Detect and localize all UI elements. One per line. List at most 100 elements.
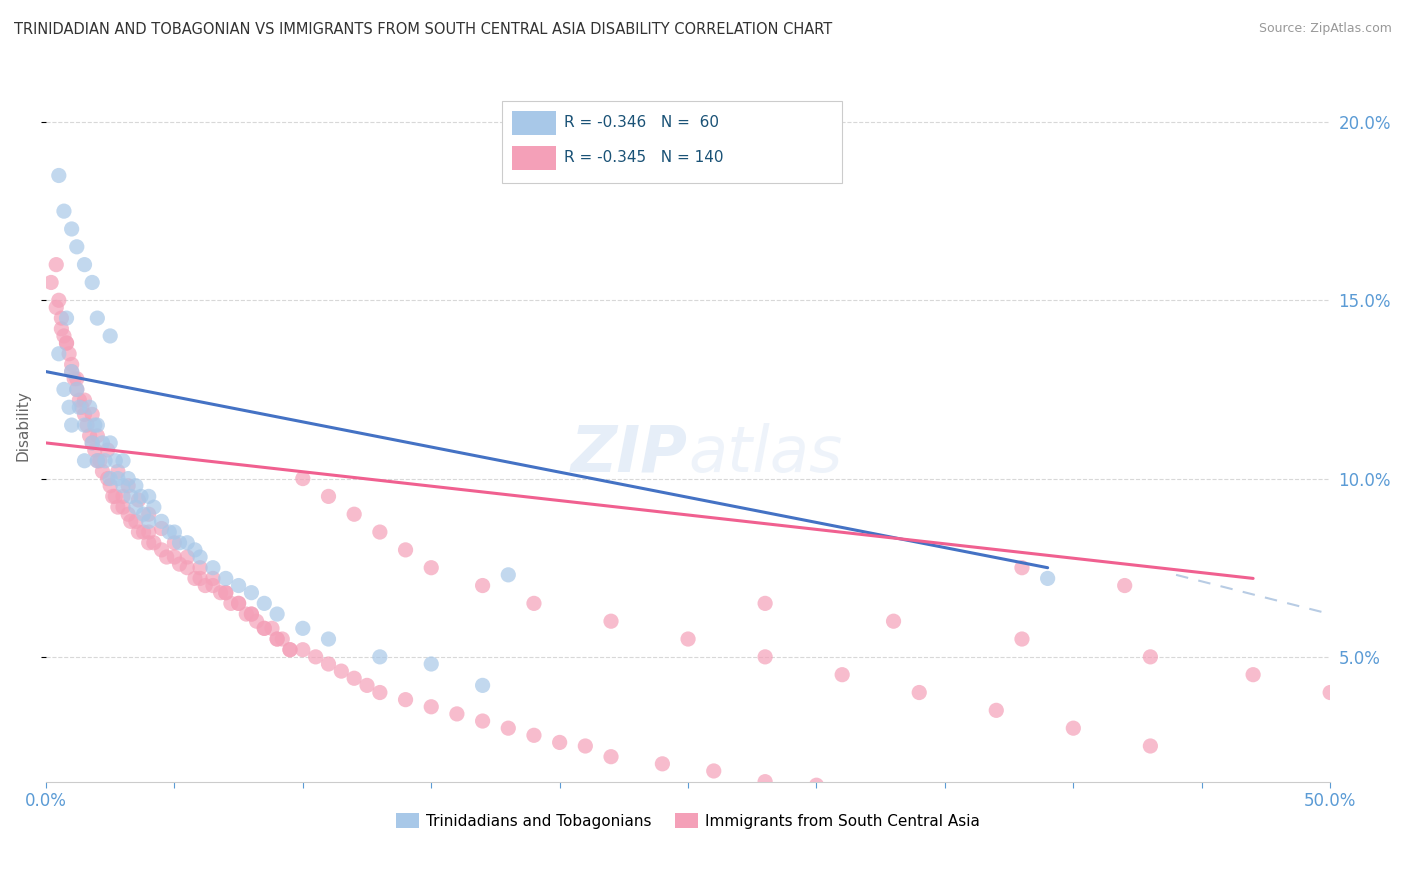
Point [184,571,207,585]
Point [184,542,207,557]
Point [55,311,77,326]
Point [73,393,96,408]
Point [1011,799,1033,814]
Point [676,632,699,646]
Point [1011,560,1033,574]
Point [245,614,267,628]
Point [107,465,129,479]
Point [86,311,108,326]
Point [228,578,250,592]
Point [600,614,623,628]
Text: ZIP: ZIP [571,423,688,484]
Point [79,429,101,443]
Point [278,642,301,657]
Point [132,507,155,521]
Point [86,418,108,433]
Point [66,372,89,386]
Point [163,549,186,564]
Point [266,632,288,646]
Point [132,524,155,539]
Point [291,642,314,657]
Point [240,607,263,621]
Point [48,293,70,308]
FancyBboxPatch shape [512,111,555,135]
Point [420,657,443,671]
Point [83,443,105,458]
Point [86,454,108,468]
Point [82,436,104,450]
Point [215,585,238,599]
Point [51,322,73,336]
Point [215,585,238,599]
Point [98,436,121,450]
Point [52,329,75,343]
Point [1139,649,1161,664]
FancyBboxPatch shape [502,101,842,183]
Point [63,372,86,386]
Point [48,169,70,183]
Point [98,472,121,486]
Point [318,657,340,671]
Point [127,524,149,539]
Point [240,607,263,621]
Point [228,596,250,610]
Point [117,472,139,486]
Point [70,401,93,415]
Point [1139,739,1161,753]
Point [278,642,301,657]
Point [117,479,139,493]
Point [420,699,443,714]
Point [111,479,134,493]
Point [107,500,129,514]
Point [86,429,108,443]
Point [368,524,391,539]
Point [55,336,77,351]
Point [253,596,276,610]
Point [260,621,283,635]
Point [97,472,120,486]
Point [471,578,494,592]
Point [368,649,391,664]
Point [120,490,142,504]
Point [856,785,879,799]
Point [266,632,288,646]
Point [1241,667,1264,681]
Point [107,472,129,486]
Point [60,358,83,372]
Point [51,311,73,326]
Point [394,692,416,706]
Point [97,443,120,458]
Point [1011,632,1033,646]
Point [651,756,673,771]
Point [1319,817,1341,831]
Text: atlas: atlas [688,423,842,484]
Point [138,514,160,528]
FancyBboxPatch shape [512,145,555,169]
Point [48,347,70,361]
Point [266,607,288,621]
Point [73,418,96,433]
Point [138,507,160,521]
Point [163,535,186,549]
Point [356,678,378,692]
Point [908,685,931,699]
Point [600,749,623,764]
Point [446,706,468,721]
Point [73,258,96,272]
Point [523,728,546,742]
Point [253,621,276,635]
Point [45,301,67,315]
Point [60,222,83,236]
Point [138,524,160,539]
Point [83,418,105,433]
Point [52,383,75,397]
Point [142,500,165,514]
Point [82,408,104,422]
Point [1164,806,1187,821]
Point [176,560,198,574]
Point [129,490,152,504]
Point [52,204,75,219]
Point [156,549,179,564]
Text: R = -0.345   N = 140: R = -0.345 N = 140 [564,150,723,165]
Point [125,479,148,493]
